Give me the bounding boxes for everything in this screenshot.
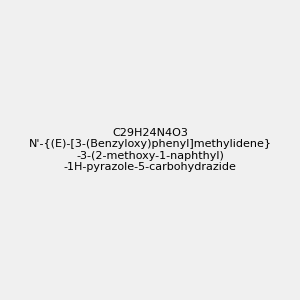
Text: C29H24N4O3
N'-{(E)-[3-(Benzyloxy)phenyl]methylidene}
-3-(2-methoxy-1-naphthyl)
-: C29H24N4O3 N'-{(E)-[3-(Benzyloxy)phenyl]…: [28, 128, 272, 172]
